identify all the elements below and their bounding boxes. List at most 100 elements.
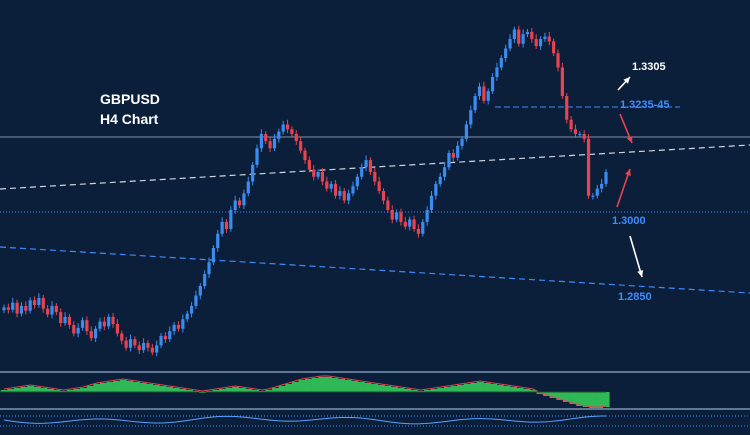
indicator-bar xyxy=(139,383,147,392)
candle-body xyxy=(573,129,578,134)
indicator-bar xyxy=(146,384,154,392)
candle xyxy=(442,162,447,181)
indicator-bar xyxy=(185,390,193,392)
indicator-bar xyxy=(212,390,220,392)
candle-body xyxy=(124,340,128,348)
candle-body xyxy=(342,191,346,201)
candle xyxy=(277,128,281,143)
indicator-bar xyxy=(278,386,286,392)
candle xyxy=(451,149,455,162)
indicator-bar xyxy=(53,390,61,392)
indicator-signal-line xyxy=(3,375,607,408)
candle-body xyxy=(141,343,146,351)
candle-body xyxy=(451,153,455,158)
candle xyxy=(185,310,189,323)
indicator-bar xyxy=(582,392,590,407)
candle xyxy=(2,304,6,314)
indicator-bar xyxy=(271,388,279,392)
arrow-up-white-head xyxy=(623,77,630,84)
indicator-bar xyxy=(172,388,180,392)
candle-body xyxy=(421,221,425,234)
candle-body xyxy=(312,169,316,177)
candle-body xyxy=(355,176,359,187)
candle xyxy=(591,192,595,200)
candle-body xyxy=(172,324,176,332)
candle-body xyxy=(600,183,604,189)
indicator-bar xyxy=(463,384,471,392)
candle xyxy=(538,36,543,50)
candle xyxy=(268,137,272,153)
candle xyxy=(80,317,85,331)
level-label-1-2850: 1.2850 xyxy=(618,291,652,303)
candle-body xyxy=(229,210,233,229)
candle-body xyxy=(181,319,185,329)
candle xyxy=(281,120,285,135)
candle xyxy=(50,301,54,319)
candle-body xyxy=(347,193,351,201)
candle xyxy=(456,141,460,161)
candle-body xyxy=(604,172,608,184)
indicator-bar xyxy=(430,389,438,392)
indicator-bar xyxy=(285,384,293,392)
indicator-bar xyxy=(331,378,339,392)
indicator-bar xyxy=(291,382,299,392)
candle xyxy=(85,316,89,335)
candle xyxy=(233,195,237,214)
candle xyxy=(525,29,530,38)
candle-body xyxy=(211,248,215,263)
arrow-down-red-head xyxy=(626,136,633,143)
candle-body xyxy=(146,343,150,348)
candle-body xyxy=(447,153,451,168)
indicator-bar xyxy=(344,380,352,392)
candle-body xyxy=(591,195,595,197)
candle xyxy=(399,208,403,226)
candle-body xyxy=(578,134,582,135)
arrow-down-white-shaft xyxy=(629,235,643,278)
candle-body xyxy=(207,262,211,275)
candle-body xyxy=(128,339,133,348)
candle-body xyxy=(333,183,338,196)
indicator-bar xyxy=(589,392,597,408)
candle-body xyxy=(538,39,543,47)
candle xyxy=(368,157,373,175)
candle-body xyxy=(50,305,54,315)
arrow-down-white-head xyxy=(637,270,644,277)
candle xyxy=(582,130,586,143)
candle-body xyxy=(416,229,421,234)
candle xyxy=(595,184,599,199)
indicator-bar xyxy=(13,388,21,392)
indicator-bar xyxy=(106,382,114,392)
candle-body xyxy=(2,307,6,311)
indicator-bar xyxy=(490,384,498,392)
indicator-bar xyxy=(47,389,54,392)
trendline-upper xyxy=(0,144,750,190)
indicator-bar xyxy=(384,386,392,392)
candle xyxy=(155,340,159,357)
arrow-up-red-head xyxy=(625,169,631,176)
candle-body xyxy=(434,183,438,196)
candle-body xyxy=(11,302,15,310)
candle xyxy=(486,88,490,105)
candle-body xyxy=(198,286,202,296)
candle-body xyxy=(168,331,172,340)
candle-body xyxy=(80,320,85,328)
candle xyxy=(19,302,24,317)
arrows-layer xyxy=(616,76,644,278)
indicator-bar xyxy=(516,388,524,392)
indicator-bar xyxy=(576,392,584,406)
candle xyxy=(316,169,320,180)
candle-body xyxy=(102,321,106,327)
candle xyxy=(128,334,133,352)
indicator-bar xyxy=(265,390,273,392)
indicator-bar xyxy=(351,381,359,392)
indicator-bar xyxy=(33,387,41,392)
indicator-bar xyxy=(377,385,385,392)
candle-body xyxy=(294,134,298,142)
candle-body xyxy=(6,307,10,310)
candle xyxy=(67,314,72,329)
candle xyxy=(264,131,268,144)
candle-body xyxy=(351,186,355,194)
indicator-bar xyxy=(569,392,577,404)
candle-body xyxy=(316,172,320,177)
